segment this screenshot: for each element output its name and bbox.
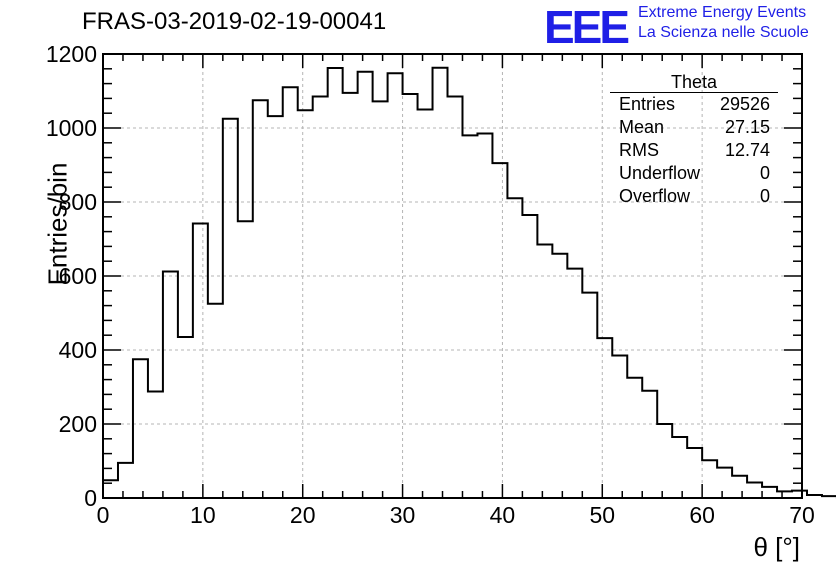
stats-row-overflow: Overflow 0 [610,185,778,208]
stats-box-title: Theta [610,72,778,93]
x-tick-label: 40 [490,502,516,528]
x-tick-label: 70 [789,502,815,528]
logo-text-line-1: Extreme Energy Events [638,4,807,21]
x-tick-label: 10 [190,502,216,528]
stats-label: Mean [619,117,665,137]
x-tick-labels: 0 10 20 30 40 50 60 70 [97,502,815,528]
stats-row-entries: Entries 29526 [610,93,778,116]
y-tick-label: 1200 [46,41,97,67]
plot-frame [102,53,803,499]
y-tick-label: 1000 [46,115,97,141]
histogram-step-line [102,66,836,499]
logo-text-line-2: La Scienza nelle Scuole [638,24,809,41]
stats-value: 12.74 [724,140,770,160]
y-tick-labels: 0 200 400 600 800 1000 1200 [46,41,97,511]
grid-lines [103,54,802,498]
y-axis-label: Entries/bin [42,162,73,286]
y-tick-label: 800 [59,189,97,215]
stats-row-rms: RMS 12.74 [610,139,778,162]
stats-label: Entries [619,94,676,114]
x-tick-label: 0 [97,502,110,528]
x-axis-label: θ [°] [753,532,800,562]
axis-ticks [102,53,803,499]
stats-value: 27.15 [724,117,770,137]
y-tick-label: 200 [59,411,97,437]
stats-value: 0 [759,186,770,206]
stats-value: 0 [759,163,770,183]
stats-box: Theta Entries 29526 Mean 27.15 RMS 12.74… [610,72,778,208]
stats-label: Underflow [619,163,701,183]
x-tick-label: 20 [290,502,316,528]
stats-value: 29526 [719,94,770,114]
stats-row-underflow: Underflow 0 [610,162,778,185]
x-tick-label: 30 [390,502,416,528]
x-tick-label: 60 [689,502,715,528]
stats-row-mean: Mean 27.15 [610,116,778,139]
x-tick-label: 50 [589,502,615,528]
stats-label: RMS [619,140,659,160]
y-tick-label: 600 [59,263,97,289]
y-tick-label: 400 [59,337,97,363]
y-tick-label: 0 [84,485,97,511]
chart-title: FRAS-03-2019-02-19-00041 [82,8,387,35]
eee-logo: EEE [544,1,630,53]
stats-label: Overflow [619,186,691,206]
